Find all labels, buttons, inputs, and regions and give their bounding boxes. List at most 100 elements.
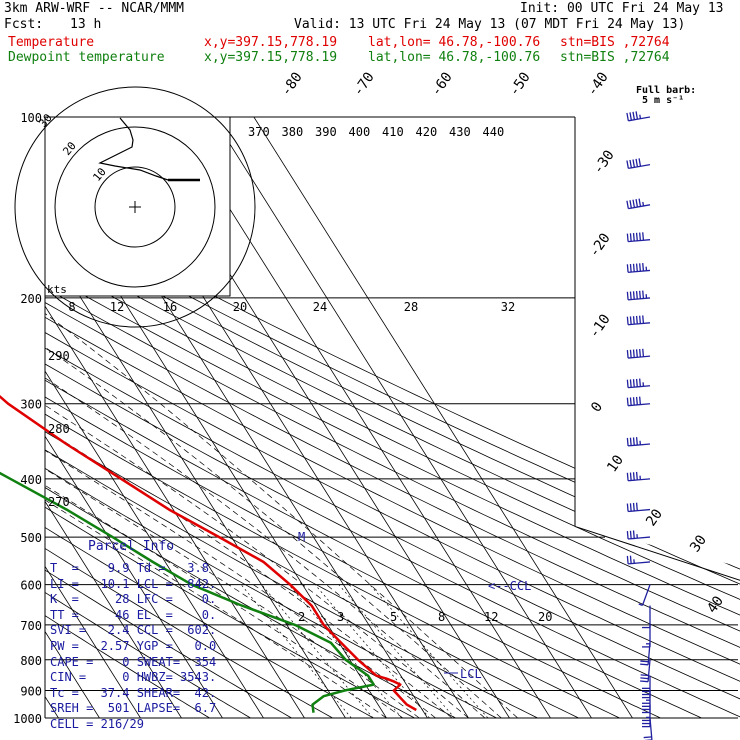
mixing-ratio-line [338,584,455,718]
dry-adiabat [45,117,740,718]
isotherm-line [45,117,190,718]
wind-barb-flag [642,201,645,207]
wind-barb-flag [638,158,642,167]
isotherm-line [45,117,149,718]
wind-barb [626,198,651,210]
hodograph-x-tick: 28 [404,300,418,314]
wind-barb [626,396,651,407]
temperature-profile [0,394,417,712]
wind-barb-flag [632,263,635,272]
dry-adiabat [45,117,730,718]
moist-adiabat [45,297,486,718]
isobar-label: 300 [20,398,42,412]
valid-time: Valid: 13 UTC Fri 24 May 13 (07 MDT Fri … [294,17,686,32]
wind-barb-flag [642,232,645,241]
wind-barb-flag [638,603,643,606]
speed-ring [94,166,176,248]
wind-barb [626,315,651,326]
wind-barb-flag [632,397,635,406]
lcl-label: LCL [460,667,482,681]
wind-barb-flag [640,674,649,677]
right-axis-slant [574,525,740,581]
wind-barb-flag [626,112,629,121]
parcel-row: PW = 2.57 YGP = 0.0 [50,639,217,653]
isotherm-line [45,117,313,718]
wind-barb-flag [635,232,638,241]
wind-barb-flag [626,233,629,242]
ccl-label: <--CCL [488,579,531,593]
isotherm-label: -10 [586,311,614,341]
isobar-label: 1000 [13,712,42,726]
wind-barb-flag [632,437,635,446]
dry-adiabat [45,117,740,718]
parcel-row: CAPE = 0 SWEAT= 354 [50,654,217,669]
hodograph-x-tick: 24 [313,300,327,314]
wind-barb [626,262,651,273]
wind-barb [626,111,651,122]
dewpoint-legend-label: Dewpoint temperature [8,50,165,65]
wind-barb [626,378,651,389]
hodograph-x-tick: 8 [68,300,75,314]
wind-barb-flag [629,503,632,512]
wind-barb-flag [629,264,632,273]
dry-adiabat [45,117,606,718]
theta-left-label: 270 [48,495,70,509]
isotherm-label: 40 [704,593,727,616]
parcel-row: Tc = 37.4 SHEAR= 42. [50,685,217,700]
dry-adiabat [45,117,740,718]
wind-key-title: Full barb: [636,85,697,96]
dewpoint-legend-latlon: lat,lon= 46.78,-100.76 [368,50,541,65]
speed-ring [54,126,216,288]
theta-label: 440 [483,125,505,139]
wind-barb-flag [632,199,636,208]
wind-barb-staff [628,478,651,482]
wind-barb-flag [643,736,652,739]
dry-adiabat [45,117,740,718]
moist-adiabat [45,297,404,718]
forecast-hour: 13 h [70,17,102,32]
wind-barb-flag [632,379,635,388]
m-label: M [298,530,305,544]
wind-barb-flag [626,397,629,406]
wind-barb-flag [635,199,639,208]
wind-barb-flag [629,530,632,539]
theta-label: 430 [449,125,471,139]
isotherm-label: -80 [278,69,306,99]
wind-barb-flag [629,291,632,300]
isobar-label: 700 [20,619,42,633]
isotherm-label: 30 [687,532,710,555]
parcel-row: SVI = 2.4 CCL = 602. [50,623,217,638]
wind-barb-flag [632,472,635,481]
dry-adiabat [45,117,356,718]
parcel-row: TT = 46 EL = 0. [50,607,217,622]
wind-barb-flag [629,159,633,168]
wind-barb-flag [626,472,629,481]
mixing-ratio-label: 20 [538,610,552,624]
dry-adiabat [45,117,740,718]
wind-barb-flag [632,291,635,300]
theta-label: 420 [416,125,438,139]
theta-label: 390 [315,125,337,139]
wind-barb-flag [629,472,632,481]
wind-barb-flag [626,316,629,325]
dry-adiabat [45,117,740,718]
wind-barb [638,584,651,606]
dry-adiabat [45,117,740,718]
wind-barb-flag [642,262,645,272]
wind-barb-flag [640,680,649,683]
isobar-label: 400 [20,473,42,487]
hodograph-x-tick: 20 [233,300,247,314]
isotherm-line [45,117,272,718]
wind-barb-flag [642,315,645,324]
moist-adiabat [45,297,518,718]
wind-barb-flag [629,112,633,121]
isobar-label: 500 [20,531,42,545]
isotherm-label: 10 [604,452,627,475]
wind-barb-flag [635,349,638,358]
kts-label: kts [47,283,67,296]
wind-barb [626,232,651,243]
temperature-legend-label: Temperature [8,35,95,50]
wind-barb-flag [635,437,638,446]
wind-barbs [626,111,653,740]
